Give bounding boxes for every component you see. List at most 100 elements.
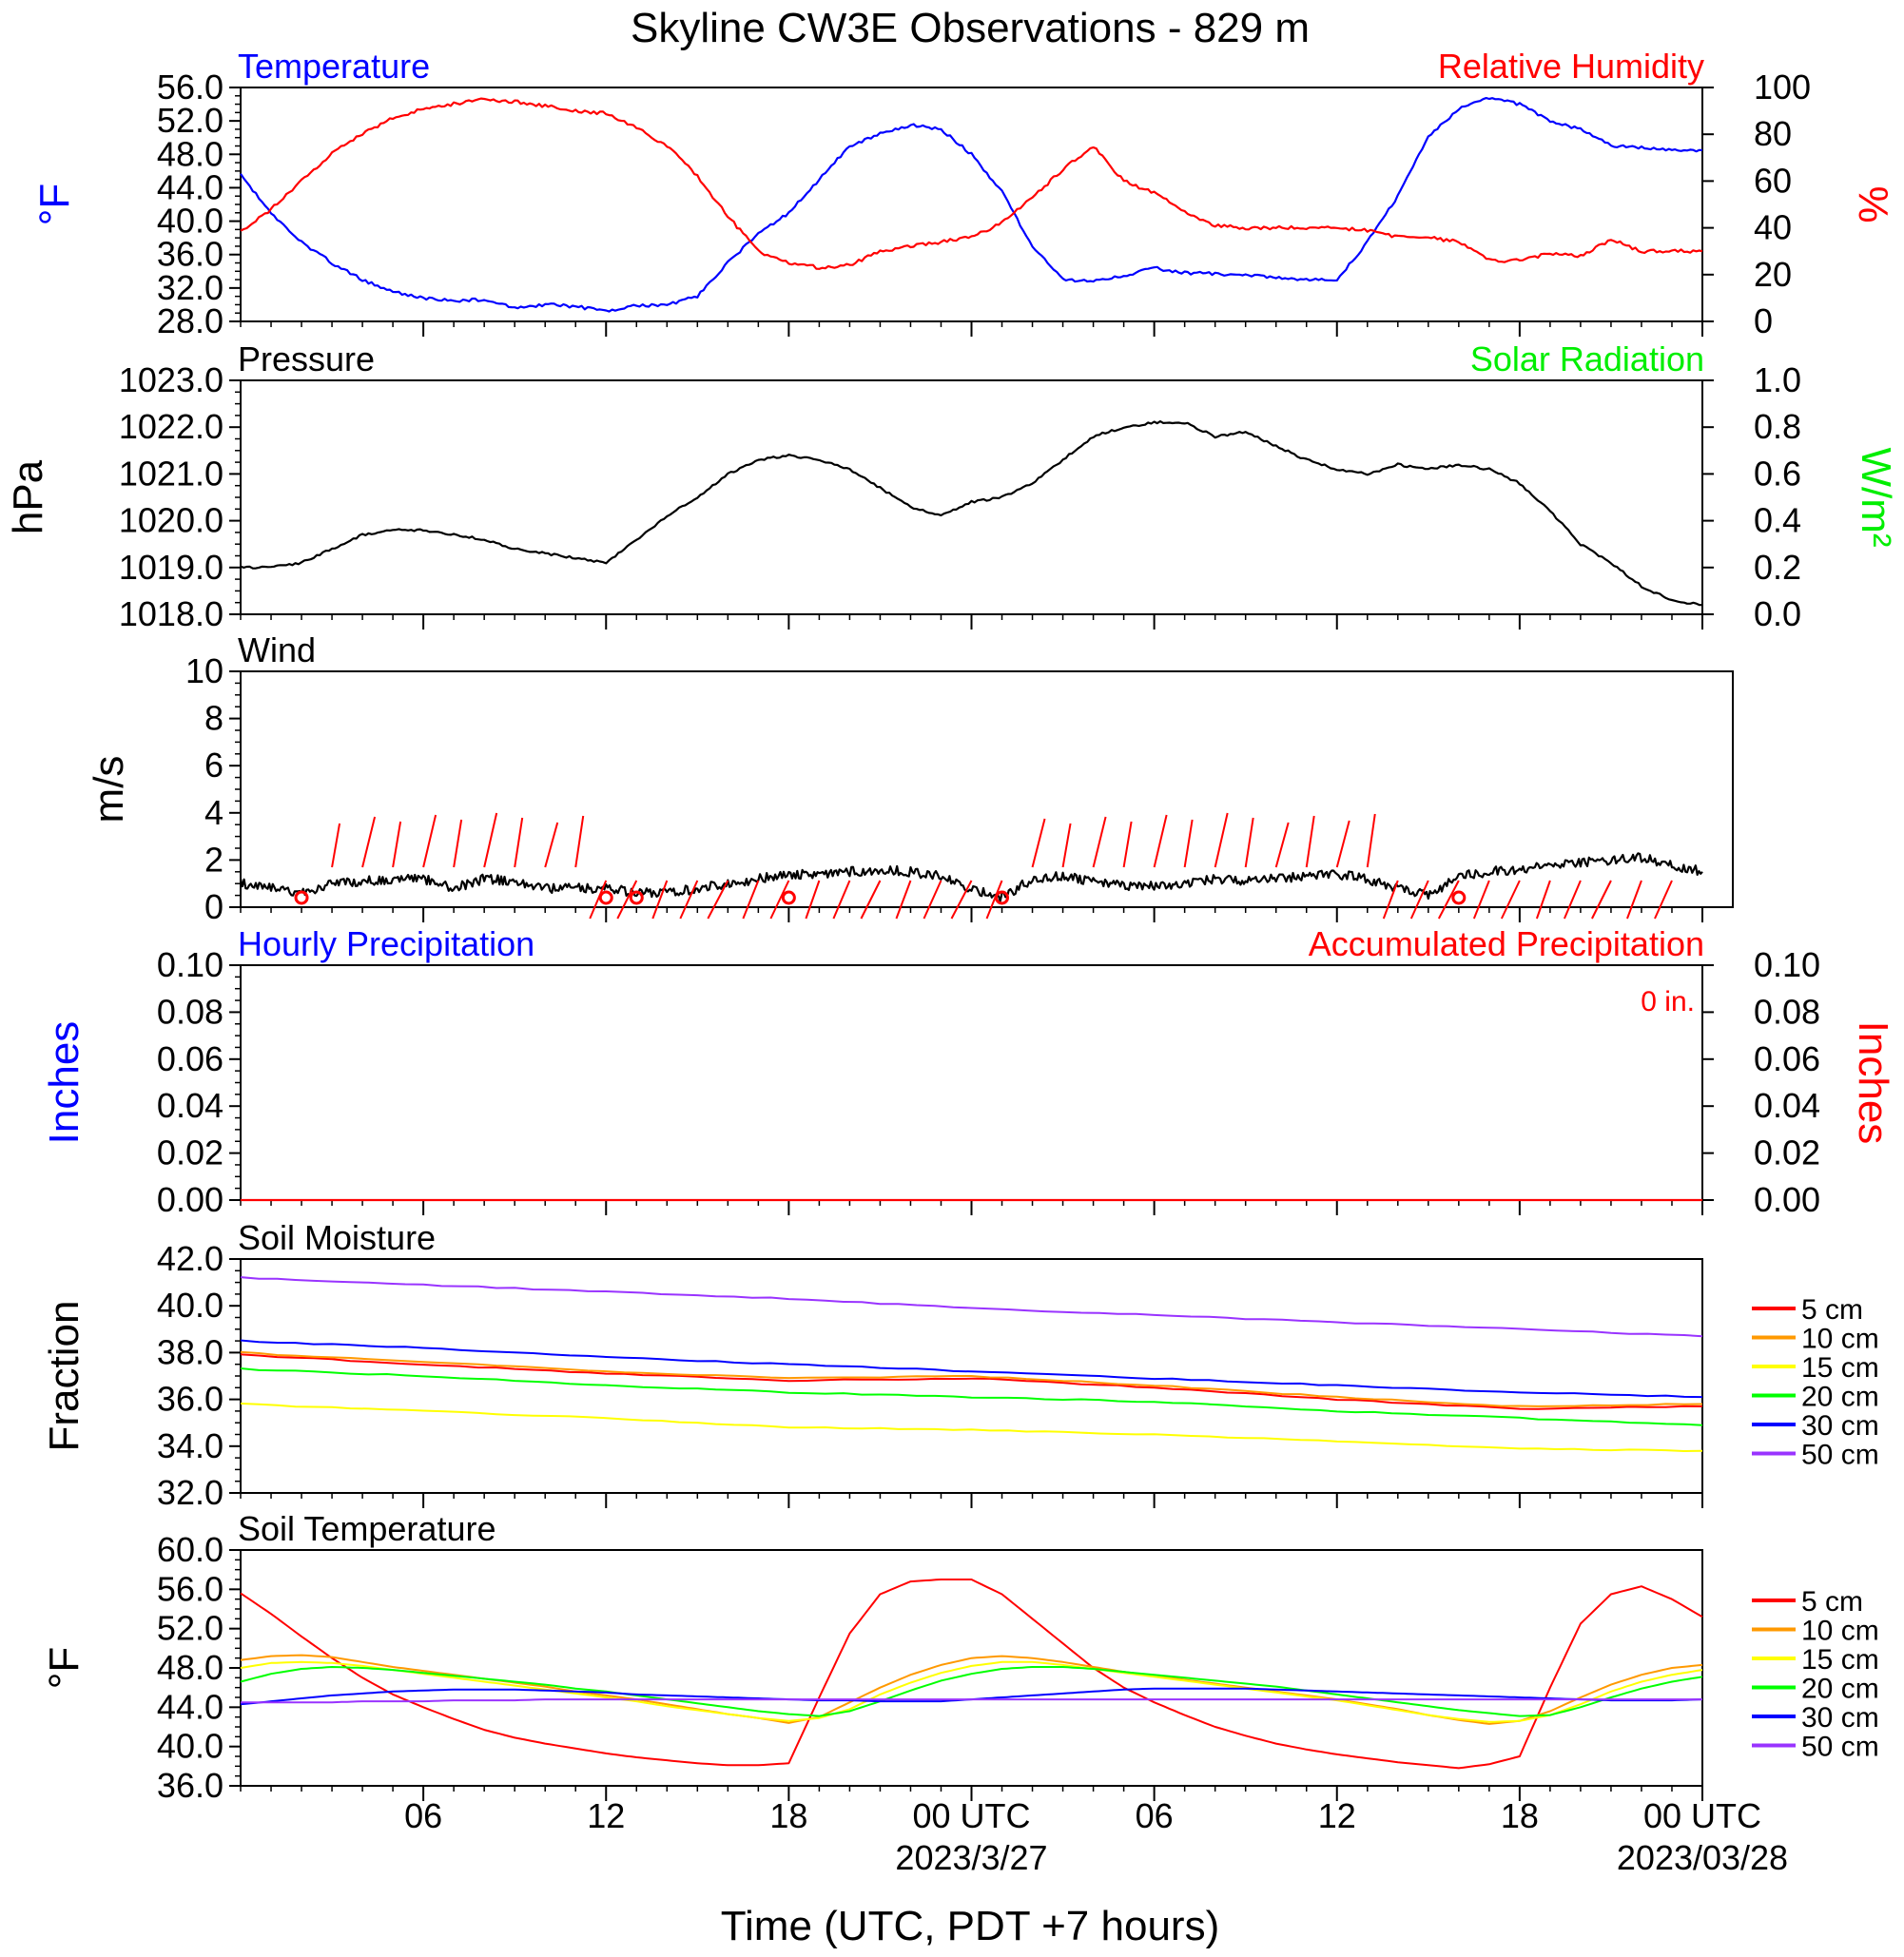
wind-barb <box>392 821 402 868</box>
wind-barb <box>514 817 524 868</box>
series-line-15-cm <box>240 1660 1703 1723</box>
y-tick-label: 0 <box>204 887 223 926</box>
y-tick-label: 0.08 <box>157 992 223 1031</box>
wind-barb <box>985 880 1003 920</box>
series-line-15-cm <box>240 1402 1703 1452</box>
plot-frame <box>240 87 1703 322</box>
y-tick-label: 6 <box>204 746 223 785</box>
x-tick-label: 00 UTC <box>912 1796 1030 1835</box>
y-tick-label: 60.0 <box>157 1530 223 1569</box>
y-axis-label-right: W/m² <box>1853 447 1899 547</box>
y-axis-label-left: Fraction <box>41 1301 87 1452</box>
y-tick-label: 48.0 <box>157 134 223 173</box>
wind-barb <box>483 812 498 868</box>
y-tick-label: 36.0 <box>157 235 223 274</box>
accumulation-annotation: 0 in. <box>1641 986 1695 1017</box>
calm-wind-circle <box>1451 890 1467 905</box>
legend-label: 5 cm <box>1801 1294 1863 1326</box>
wind-barb <box>805 880 821 920</box>
series-line-5-cm <box>240 1353 1703 1410</box>
y-tick-label: 42.0 <box>157 1239 223 1278</box>
wind-barb <box>923 880 942 920</box>
y-right-tick-label: 0.00 <box>1754 1180 1820 1219</box>
wind-barb <box>616 880 638 920</box>
wind-barb <box>1626 880 1642 920</box>
legend-label: 5 cm <box>1801 1586 1863 1618</box>
calm-wind-circle <box>781 890 796 905</box>
y-right-tick-label: 0.2 <box>1754 548 1801 587</box>
wind-barb <box>1563 880 1582 920</box>
panel-precip: 0.00 0.02 0.04 0.06 0.08 0.10 0.00 0.02 0.04 0.06… <box>41 924 1896 1219</box>
panel-title-right: Solar Radiation <box>1470 339 1704 378</box>
x-tick-label: 12 <box>1318 1796 1356 1835</box>
panel-pressure: 1018.0 1019.0 1020.0 1021.0 1022.0 1023.0 0.0 0… <box>5 339 1899 633</box>
y-axis-label-right: % <box>1850 185 1896 223</box>
wind-barb <box>331 823 341 868</box>
legend-label: 30 cm <box>1801 1702 1879 1734</box>
y-tick-label: 0.02 <box>157 1134 223 1172</box>
panel-soil_moist: 32.0 34.0 36.0 38.0 40.0 42.0 Soil Moisture Fra… <box>41 1218 1879 1512</box>
y-tick-label: 10 <box>185 651 223 690</box>
x-tick-label: 00 UTC <box>1643 1796 1761 1835</box>
legend-label: 30 cm <box>1801 1410 1879 1442</box>
y-right-tick-label: 1.0 <box>1754 360 1801 399</box>
y-tick-label: 8 <box>204 699 223 738</box>
series-line-temperature <box>240 97 1703 313</box>
calm-wind-circle <box>598 890 613 905</box>
y-tick-label: 40.0 <box>157 1286 223 1325</box>
series-line-5-cm <box>240 1579 1703 1770</box>
series-line-50-cm <box>241 1698 1702 1704</box>
y-tick-label: 1020.0 <box>119 501 223 540</box>
panel-wind: 0 2 4 6 8 10 Wind m/s <box>86 630 1734 926</box>
y-tick-label: 32.0 <box>157 1473 223 1512</box>
y-tick-label: 36.0 <box>157 1380 223 1419</box>
y-tick-label: 4 <box>204 793 223 832</box>
wind-barb <box>860 880 882 920</box>
wind-barb <box>1214 812 1229 868</box>
calm-wind-circle <box>294 890 309 905</box>
y-tick-label: 34.0 <box>157 1426 223 1465</box>
y-right-tick-label: 0.8 <box>1754 407 1801 446</box>
wind-barb <box>453 819 463 868</box>
y-tick-label: 0.10 <box>157 945 223 984</box>
wind-barb <box>1031 818 1046 868</box>
wind-barb <box>1305 815 1315 868</box>
wind-barb <box>574 815 585 868</box>
panel-title-left: Pressure <box>238 339 375 378</box>
legend-label: 10 cm <box>1801 1616 1879 1647</box>
wind-barb <box>1409 880 1429 920</box>
panel-title-left: Soil Temperature <box>238 1509 495 1548</box>
wind-barb <box>742 880 760 920</box>
y-right-tick-label: 80 <box>1754 114 1792 153</box>
y-tick-label: 0.04 <box>157 1086 223 1125</box>
y-right-tick-label: 100 <box>1754 68 1811 107</box>
calm-wind-circle <box>629 890 644 905</box>
y-right-tick-label: 0.0 <box>1754 594 1801 633</box>
y-axis-label-left: hPa <box>5 459 51 534</box>
wind-barb <box>832 880 851 920</box>
x-tick-label: 12 <box>587 1796 625 1835</box>
y-right-tick-label: 0 <box>1754 301 1773 340</box>
y-tick-label: 52.0 <box>157 1609 223 1648</box>
legend-label: 15 cm <box>1801 1644 1879 1676</box>
wind-barb <box>1382 880 1399 920</box>
figure-title: Skyline CW3E Observations - 829 m <box>631 5 1310 51</box>
panel-temp_rh: 28.032.036.040.044.048.052.056.0 0 20 40 60 8… <box>31 47 1896 340</box>
legend-label: 20 cm <box>1801 1382 1879 1413</box>
wind-barb <box>707 880 729 920</box>
y-right-tick-label: 40 <box>1754 208 1792 247</box>
y-tick-label: 1018.0 <box>119 594 223 633</box>
wind-barb <box>950 880 973 920</box>
y-right-tick-label: 0.08 <box>1754 992 1820 1031</box>
y-axis-label-left: Inches <box>41 1021 87 1145</box>
y-axis-label-left: m/s <box>86 756 132 823</box>
panel-title-left: Temperature <box>238 47 430 86</box>
wind-barb <box>1654 880 1673 920</box>
series-line-wind <box>239 852 1703 902</box>
x-tick-label: 18 <box>769 1796 807 1835</box>
wind-barb <box>1500 880 1521 920</box>
y-tick-label: 36.0 <box>157 1766 223 1805</box>
series-line-30-cm <box>240 1687 1703 1706</box>
y-tick-label: 1021.0 <box>119 454 223 493</box>
